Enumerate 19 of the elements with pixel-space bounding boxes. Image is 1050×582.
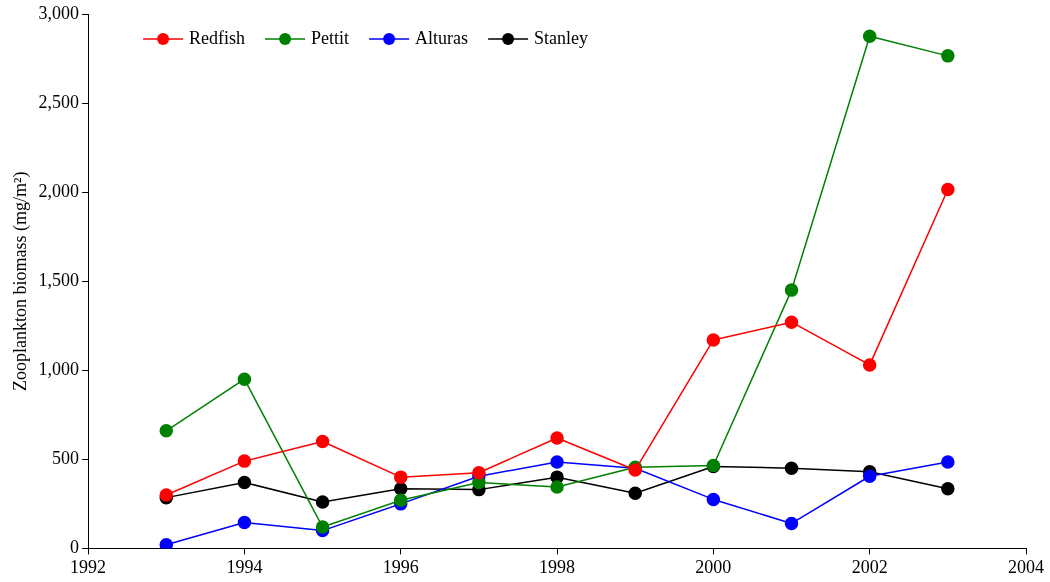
x-tick-label: 1992: [70, 556, 107, 577]
x-tick-label: 2004: [1008, 556, 1044, 577]
y-tick-label: 0: [70, 537, 80, 558]
x-tick-label: 1996: [382, 556, 419, 577]
x-tick-label: 1998: [539, 556, 576, 577]
legend-label: Pettit: [311, 27, 350, 48]
y-tick-label: 2,500: [38, 91, 80, 112]
x-tick-label: 2000: [695, 556, 732, 577]
legend-label: Redfish: [189, 27, 246, 48]
y-tick-label: 3,000: [38, 2, 80, 23]
y-tick-label: 1,000: [38, 359, 80, 379]
y-axis-title: Zooplankton biomass (mg/m²): [9, 171, 31, 391]
y-tick-label: 2,000: [38, 180, 80, 201]
legend-label: Stanley: [534, 27, 589, 48]
legend-label: Alturas: [415, 27, 469, 48]
y-tick-label: 500: [52, 448, 80, 469]
x-tick-label: 2002: [851, 556, 888, 577]
y-tick-label: 1,500: [38, 269, 80, 290]
x-tick-label: 1994: [226, 556, 263, 577]
